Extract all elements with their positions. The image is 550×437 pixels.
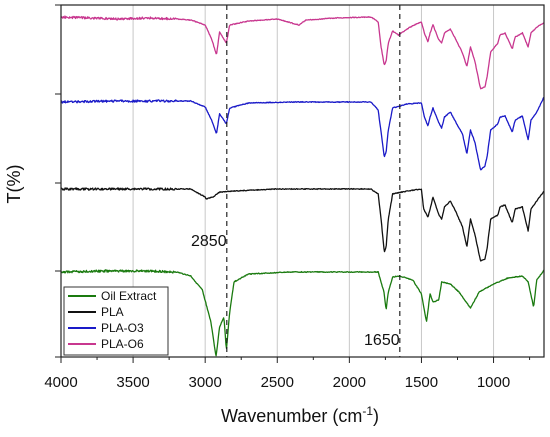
grid-lines [60,5,495,357]
legend-label: Oil Extract [101,289,157,303]
legend-label: PLA [101,305,124,319]
plot-frame [60,4,545,358]
x-tick-label: 1000 [477,374,510,391]
x-tick-label: 3500 [116,374,149,391]
y-axis-title: T(%) [4,165,24,204]
legend-label: PLA-O6 [101,337,144,351]
x-tick-label: 1500 [405,374,438,391]
annotation-lines [226,5,401,357]
x-tick-label: 3000 [188,374,221,391]
annotation-labels: 2850 1650 [191,233,400,349]
x-axis-title: Wavenumber (cm-1) [221,404,379,426]
annotation-label: 2850 [191,233,227,250]
x-tick-labels: 4000 3500 3000 2500 2000 1500 1000 [44,374,510,391]
x-tick-label: 4000 [44,374,77,391]
legend: Oil Extract PLA PLA-O3 PLA-O6 [63,286,169,356]
x-axis-title-superscript: -1 [362,404,373,418]
y-ticks [55,4,61,358]
series-line [60,15,545,90]
series-line [60,269,545,357]
x-ticks [60,357,531,363]
series-line [60,97,545,171]
x-tick-label: 2000 [333,374,366,391]
legend-label: PLA-O3 [101,321,144,335]
series-line [60,187,545,262]
legend-entries: Oil Extract PLA PLA-O3 PLA-O6 [68,289,157,351]
series-group [60,15,545,357]
annotation-label: 1650 [364,332,400,349]
x-tick-label: 2500 [261,374,294,391]
